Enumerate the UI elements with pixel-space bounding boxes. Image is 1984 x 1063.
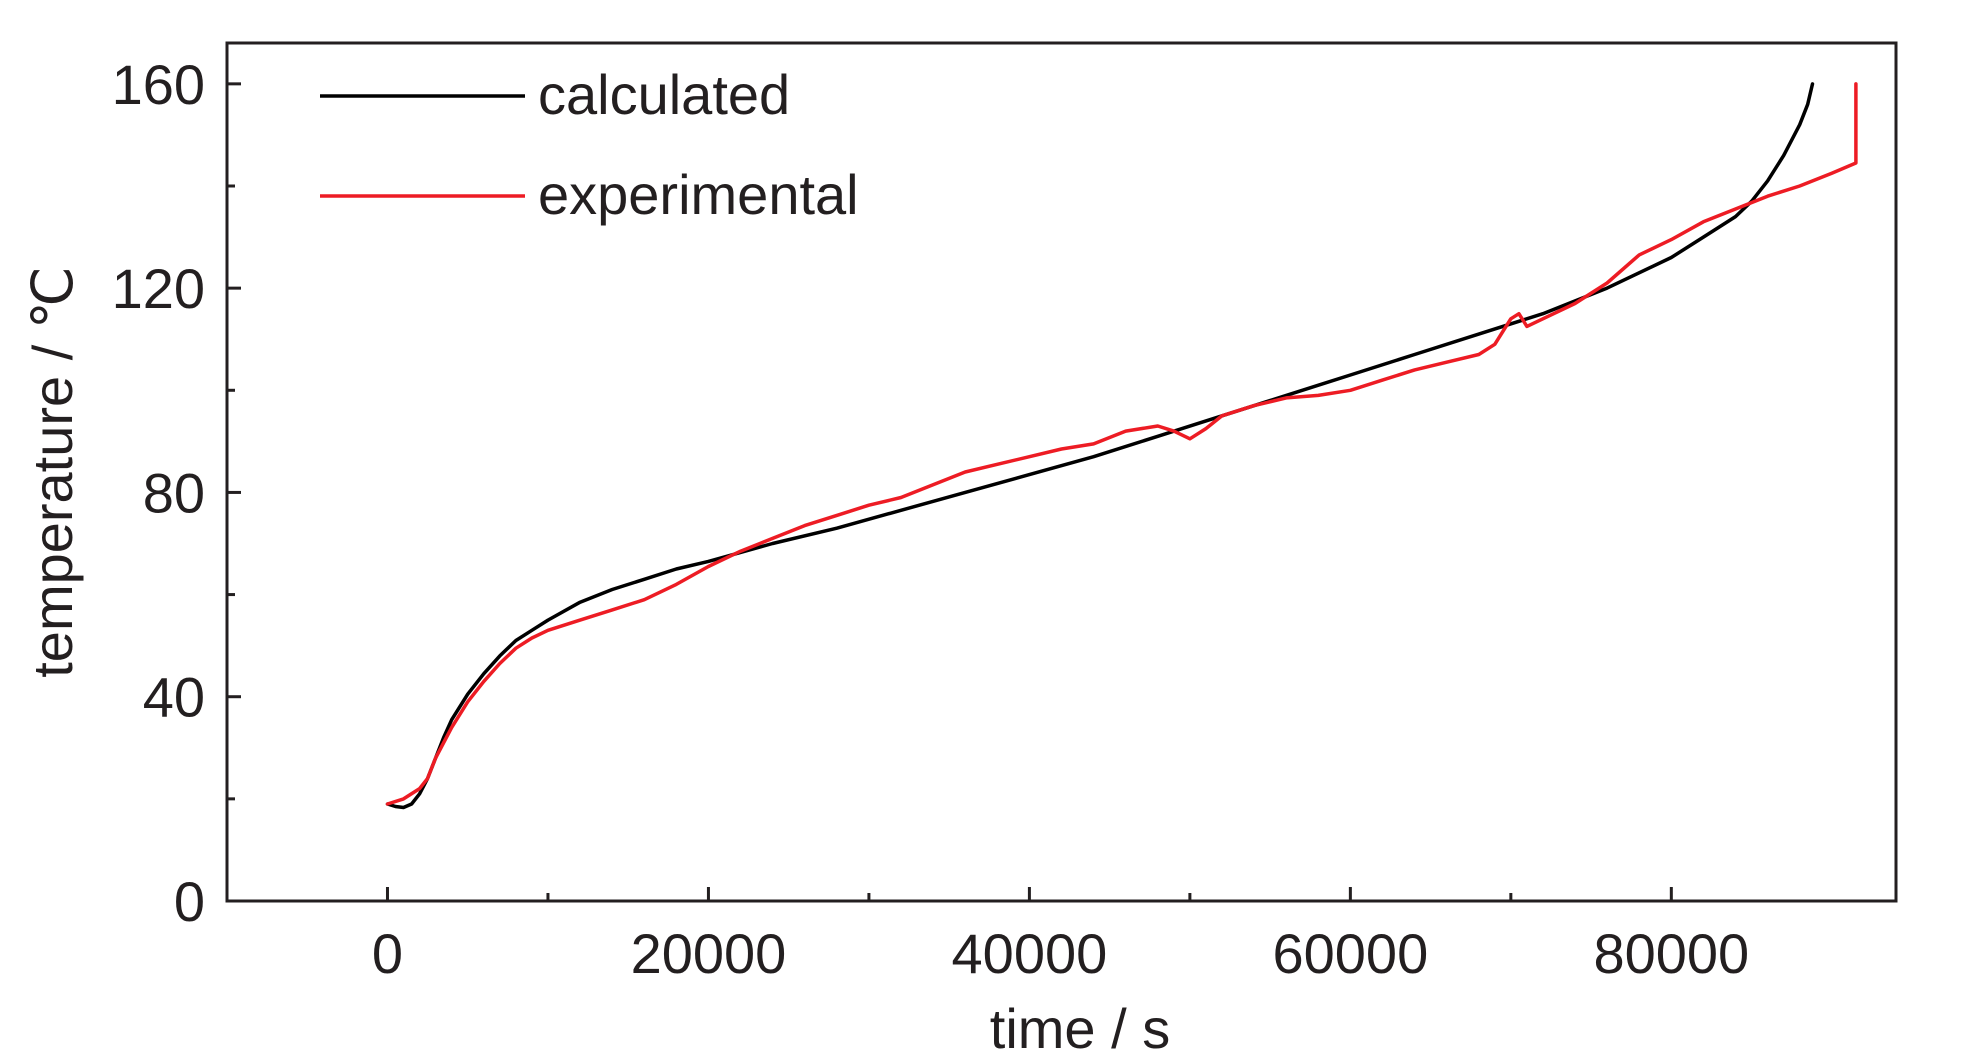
x-axis-label: time / s xyxy=(990,997,1170,1060)
series-line-calculated xyxy=(385,82,1815,810)
legend-label-experimental: experimental xyxy=(538,163,859,226)
legend: calculated experimental xyxy=(320,63,859,226)
legend-label-calculated: calculated xyxy=(538,63,790,126)
y-axis-ticks: 0 40 80 120 160 xyxy=(112,53,241,933)
series-layer xyxy=(385,82,1858,810)
series-line-experimental xyxy=(385,82,1858,806)
y-tick-label: 40 xyxy=(143,666,205,729)
plot-frame xyxy=(225,41,1898,903)
x-tick-label: 20000 xyxy=(631,922,787,985)
x-axis-ticks: 0 20000 40000 60000 80000 xyxy=(372,887,1749,985)
y-axis-label: temperature / ℃ xyxy=(21,266,84,678)
x-tick-label: 60000 xyxy=(1272,922,1428,985)
y-tick-label: 160 xyxy=(112,53,205,116)
y-tick-label: 0 xyxy=(174,870,205,933)
y-tick-label: 120 xyxy=(112,257,205,320)
x-tick-label: 0 xyxy=(372,922,403,985)
y-tick-label: 80 xyxy=(143,461,205,524)
x-tick-label: 80000 xyxy=(1593,922,1749,985)
x-tick-label: 40000 xyxy=(952,922,1108,985)
